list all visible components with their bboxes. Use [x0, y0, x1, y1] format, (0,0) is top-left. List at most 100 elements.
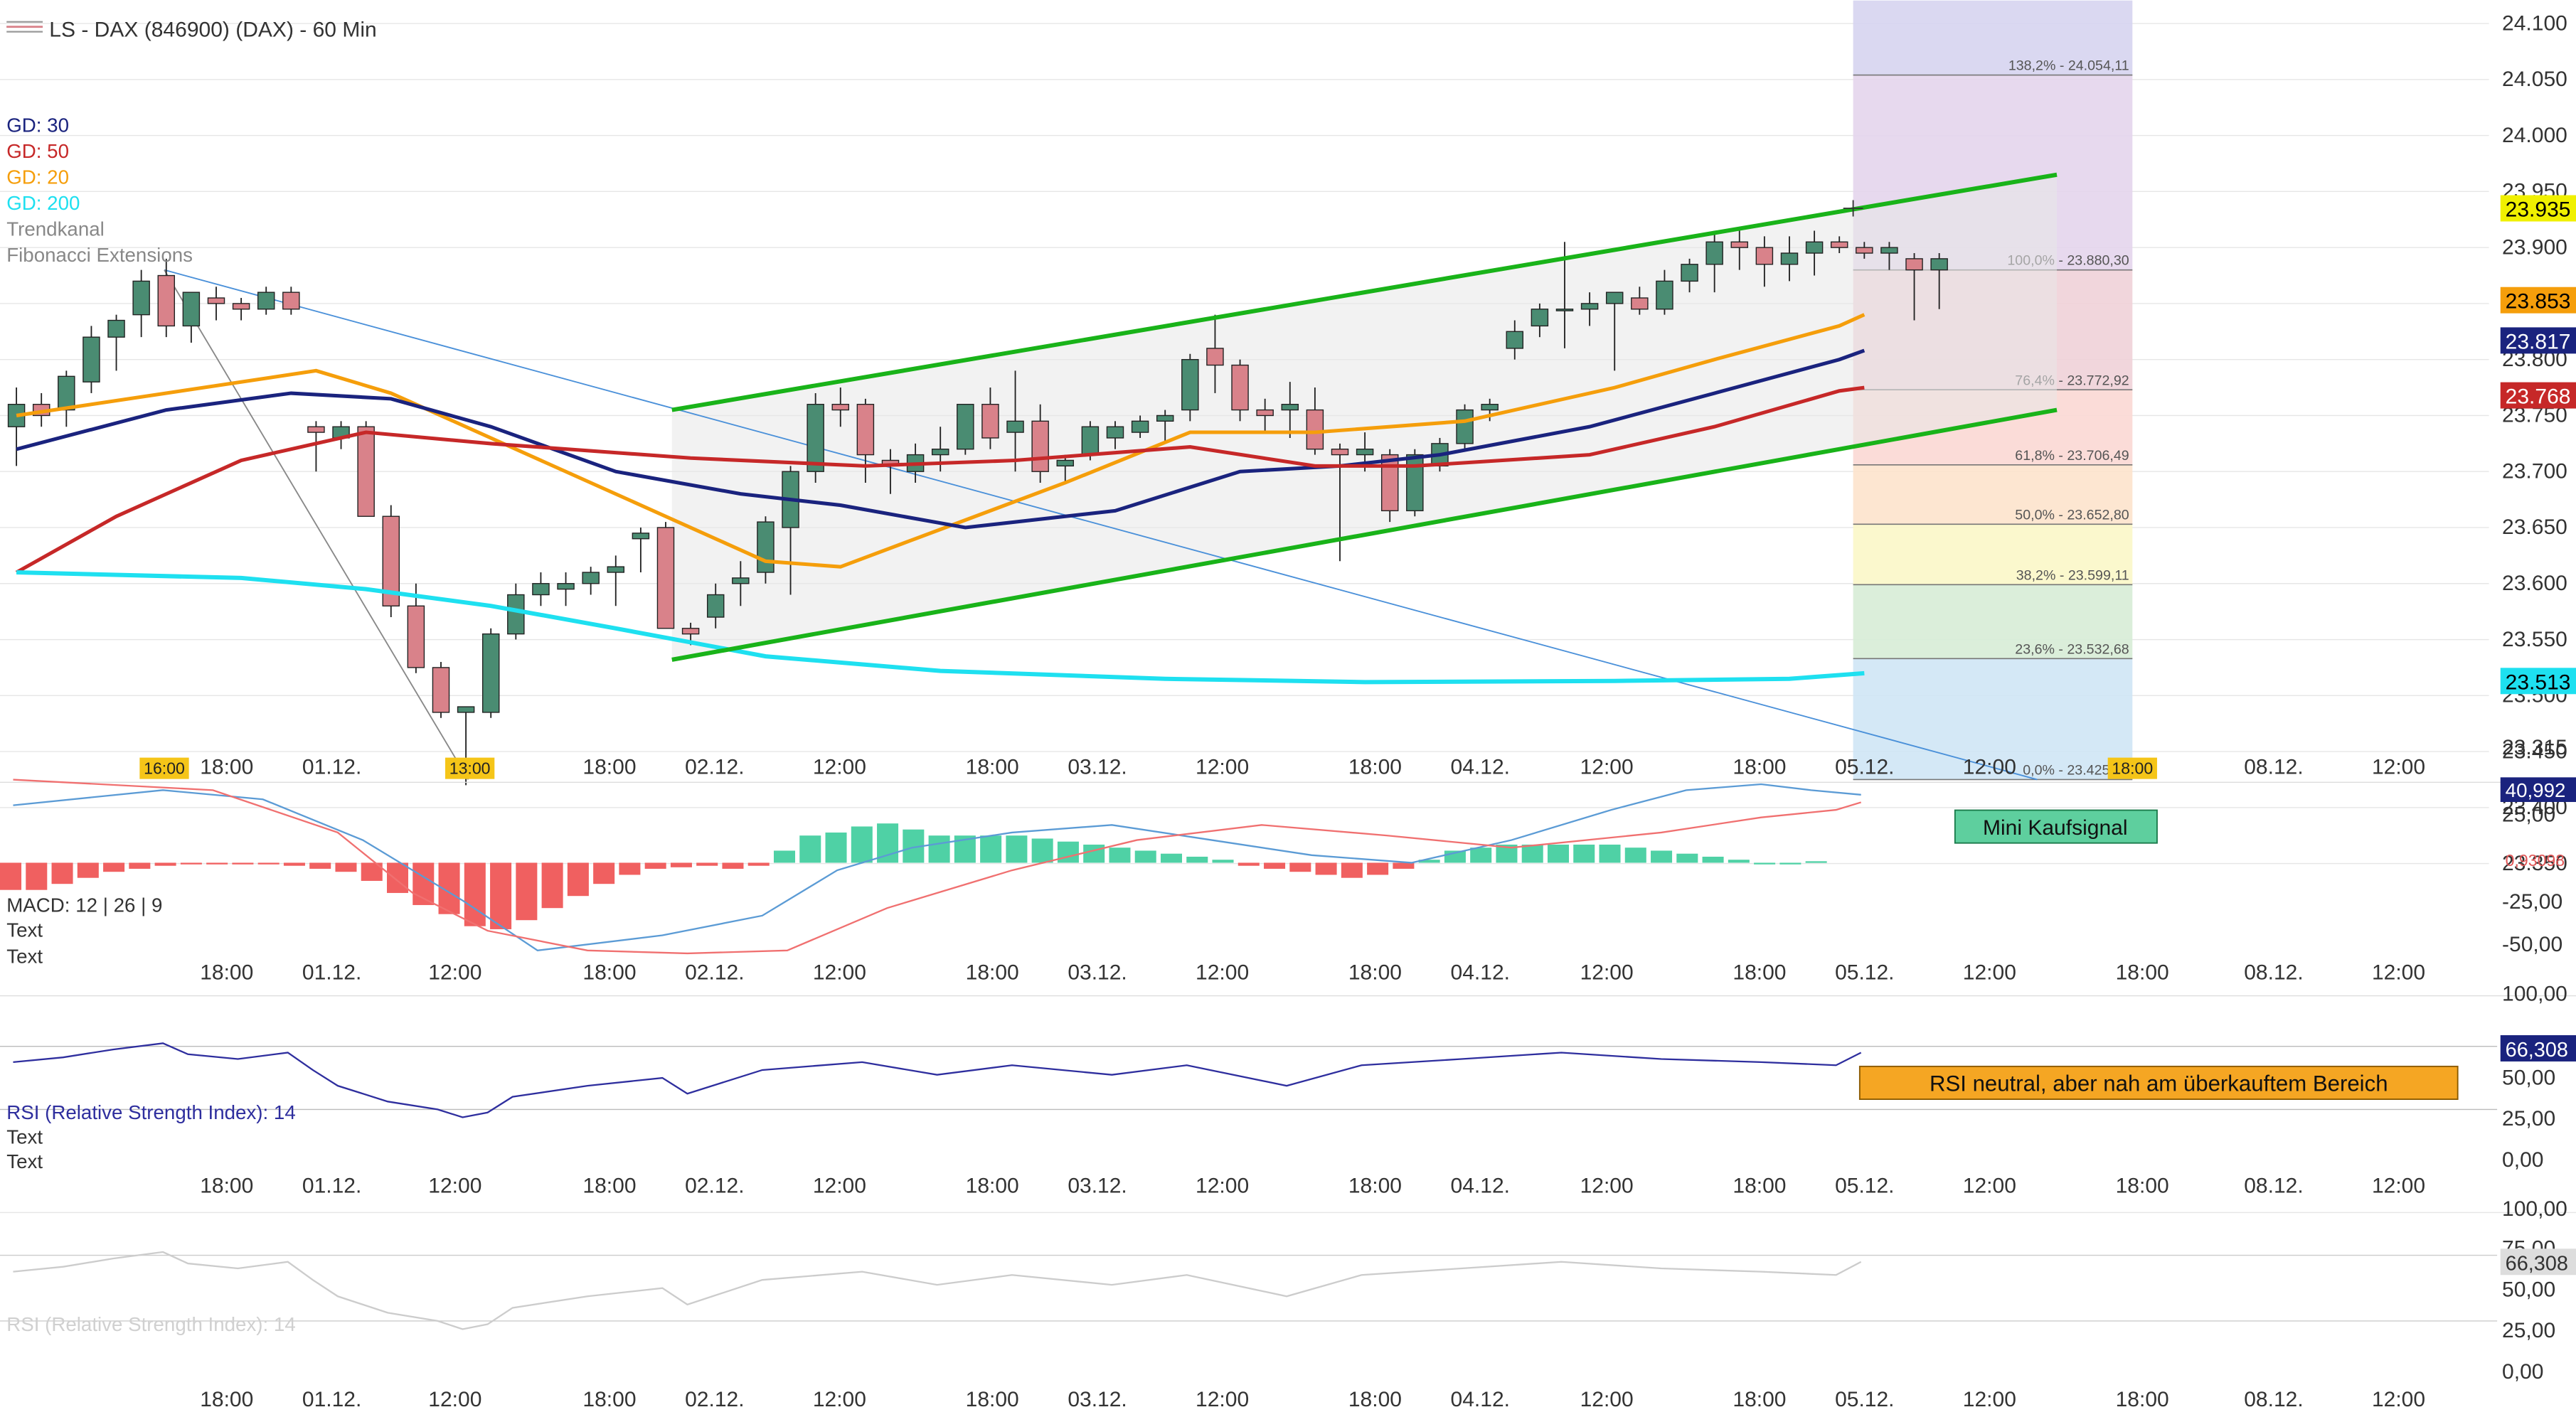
price-tick-label: 23.900	[2502, 235, 2567, 259]
macd-histogram-bar	[619, 862, 641, 875]
candle-body	[1856, 247, 1873, 254]
rsi2-tick-label: 100,00	[2502, 1197, 2567, 1221]
time-tick-label: 08.12.	[2244, 1175, 2303, 1198]
time-tick-label: 18:00	[2116, 961, 2169, 984]
macd-histogram-bar	[206, 862, 228, 865]
candle-body	[981, 403, 999, 439]
time-tick-label: 18:00	[582, 756, 636, 779]
trend-channel-fill	[671, 174, 2058, 660]
time-tick-label: 12:00	[1580, 756, 1634, 779]
fib-zone	[1853, 584, 2133, 659]
trendline-down	[164, 269, 2038, 781]
legend-item[interactable]: GD: 200	[6, 192, 80, 214]
time-tick-label: 12:00	[813, 1175, 866, 1198]
fib-level-label: 0,0% - 23.425,30	[2023, 763, 2129, 779]
candle-body	[656, 527, 675, 629]
legend-item[interactable]: Fibonacci Extensions	[6, 244, 193, 266]
candle-body	[207, 297, 225, 304]
candle-body	[507, 594, 525, 635]
candle-body	[706, 594, 725, 618]
current-price-marker	[1843, 200, 1863, 217]
fib-level-label: 50,0% - 23.652,80	[2015, 507, 2129, 523]
macd-histogram-bar	[1031, 838, 1053, 863]
candle-body	[1056, 459, 1075, 467]
price-tick-label: 24.000	[2502, 124, 2567, 147]
time-tick-label: 01.12.	[302, 1388, 361, 1411]
macd-histogram-bar	[232, 862, 254, 865]
time-tick-label: 18:00	[200, 1388, 253, 1411]
fib-zone	[1853, 0, 2133, 75]
time-tick-label: 08.12.	[2244, 961, 2303, 984]
candle-body	[557, 583, 575, 590]
time-tick-label: 18:00	[1733, 1175, 1786, 1198]
candle-body	[1656, 280, 1673, 310]
rsi2-value-badge-label: 66,308	[2506, 1252, 2568, 1275]
time-tick-label: 03.12.	[1068, 756, 1127, 779]
candle-body	[1380, 454, 1399, 512]
time-tick-label: 18:00	[1733, 961, 1786, 984]
chart-title: LS - DAX (846900) (DAX) - 60 Min	[49, 18, 376, 42]
macd-histogram-bar	[1160, 853, 1183, 863]
macd-histogram-bar	[386, 862, 409, 893]
candle-body	[1256, 409, 1274, 417]
candle-body	[1181, 358, 1199, 411]
time-tick-label: 04.12.	[1451, 1388, 1510, 1411]
candle-body	[1605, 292, 1624, 304]
rsi-annotation: RSI neutral, aber nah am überkauftem Ber…	[1930, 1071, 2388, 1096]
time-tick-label: 02.12.	[685, 756, 744, 779]
candle-body	[1531, 309, 1549, 327]
time-badge-label: 18:00	[2112, 759, 2153, 778]
macd-histogram-bar	[1289, 862, 1311, 872]
candle-body	[1406, 454, 1424, 512]
macd-histogram-bar	[1186, 856, 1208, 863]
rsi-value-badge	[2500, 1034, 2576, 1062]
macd-tick-label: 25,00	[2502, 803, 2555, 827]
candle-body	[1880, 247, 1898, 254]
candle-body	[1231, 364, 1249, 411]
time-tick-label: 03.12.	[1068, 1175, 1127, 1198]
time-tick-label: 01.12.	[302, 961, 361, 984]
time-tick-label: 05.12.	[1835, 961, 1894, 984]
macd-histogram-bar	[1418, 860, 1440, 863]
time-tick-label: 12:00	[1196, 756, 1249, 779]
macd-histogram-bar	[1367, 862, 1389, 875]
macd-histogram-bar	[257, 862, 280, 865]
candle-body	[1206, 348, 1224, 366]
time-axis: 18:00 01.12. 18:00 02.12. 12:00 18:00 03.12. 12…	[200, 961, 2425, 984]
macd-histogram-bar	[180, 862, 202, 865]
time-badge	[445, 757, 495, 779]
candle-body	[681, 628, 700, 635]
macd-histogram-bar	[747, 862, 770, 866]
fib-zone	[1853, 658, 2133, 780]
legend-item[interactable]: GD: 50	[6, 140, 69, 162]
macd-histogram-bar	[722, 862, 744, 869]
candle-body	[931, 449, 949, 456]
price-tick-label: 23.600	[2502, 572, 2567, 595]
time-tick-label: 12:00	[428, 961, 481, 984]
macd-histogram-bar	[1083, 844, 1105, 863]
time-badge-label: 13:00	[449, 759, 491, 778]
legend-item[interactable]: GD: 20	[6, 166, 69, 188]
price-tick-label: 23.315	[2502, 736, 2567, 759]
macd-title: MACD: 12 | 26 | 9	[6, 894, 162, 916]
macd-histogram-bar	[154, 862, 176, 866]
candle-body	[807, 403, 824, 472]
price-badge	[2500, 327, 2576, 354]
time-tick-label: 12:00	[1963, 1388, 2016, 1411]
macd-histogram-bar	[1676, 853, 1698, 863]
price-badge	[2500, 287, 2576, 314]
time-tick-label: 08.12.	[2244, 1388, 2303, 1411]
legend-item[interactable]: Trendkanal	[6, 218, 105, 240]
macd-histogram-bar	[877, 823, 899, 863]
time-tick-label: 18:00	[582, 961, 636, 984]
time-badge	[2107, 757, 2157, 779]
macd-histogram-bar	[490, 862, 512, 929]
candle-body	[1805, 241, 1824, 254]
legend-item[interactable]: GD: 30	[6, 114, 69, 137]
rsi-annotation-box	[1858, 1065, 2459, 1101]
time-tick-label: 04.12.	[1451, 756, 1510, 779]
candle-body	[107, 319, 125, 338]
macd-histogram-bar	[644, 862, 666, 869]
